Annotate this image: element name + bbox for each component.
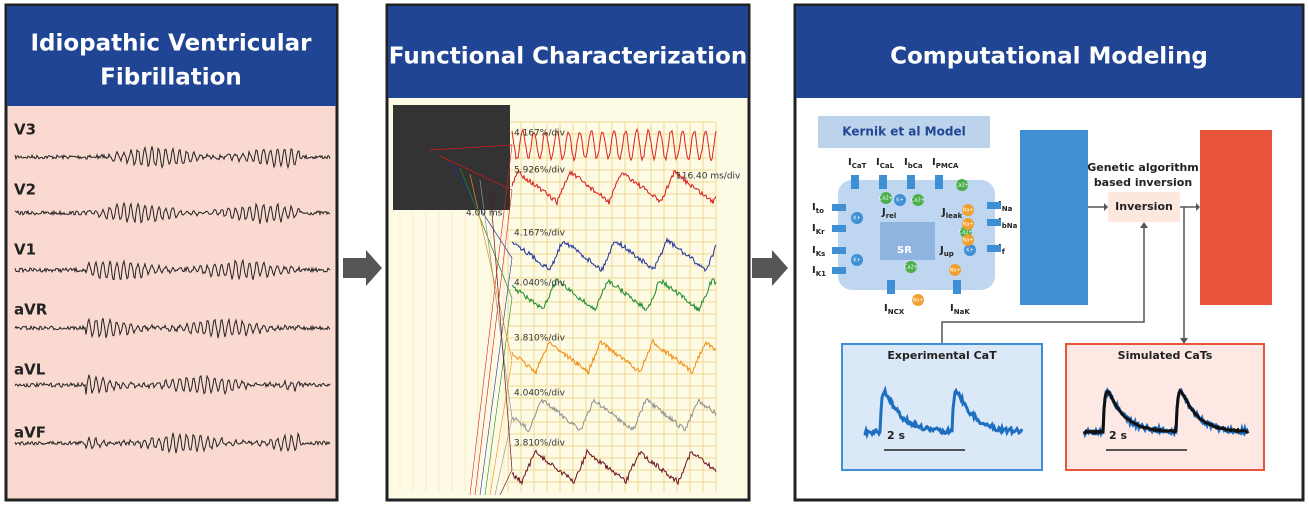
experimental-title: Experimental CaT [887, 349, 997, 362]
current-subscript: CaL [880, 162, 895, 170]
channel [987, 219, 1001, 226]
lead-label: V1 [14, 241, 36, 259]
channel [935, 175, 943, 189]
ion-label: Na+ [963, 208, 974, 214]
figure: Idiopathic Ventricular Fibrillation V3 V2… [0, 0, 1309, 506]
ecg-title: Idiopathic Ventricular [30, 31, 312, 57]
simulated-box [1066, 344, 1264, 470]
ion-label: Na+ [913, 298, 924, 304]
ion-label: K+ [966, 248, 973, 254]
lead-label: aVR [14, 301, 48, 319]
ion-label: Ca2+ [911, 198, 925, 204]
channel [879, 175, 887, 189]
origin-model-box [1020, 130, 1088, 305]
current-subscript: bCa [908, 162, 923, 170]
current-subscript: to [816, 207, 824, 215]
scale-label: 3.810%/div [514, 334, 566, 344]
ion-label: Na+ [963, 222, 974, 228]
modeling-title: Computational Modeling [890, 44, 1208, 70]
ion-label: Ca2+ [879, 196, 893, 202]
model-name: Kernik et al Model [842, 125, 965, 139]
channel [887, 280, 895, 294]
channel [832, 267, 846, 274]
current-subscript: up [944, 250, 954, 258]
current-subscript: Kr [816, 228, 825, 236]
ion-label: K+ [896, 198, 903, 204]
scale-label: 4.040%/div [514, 279, 566, 289]
lead-label: aVL [14, 361, 46, 379]
current-subscript: Ks [816, 250, 826, 258]
channel [832, 247, 846, 254]
ecg-title: Fibrillation [100, 65, 242, 91]
scale-label: 4.167%/div [514, 229, 566, 239]
channel [987, 245, 1001, 252]
sr-label: SR [897, 245, 912, 256]
arrow [752, 250, 788, 286]
lead-label: V2 [14, 181, 36, 199]
ion-label: Ca2+ [955, 183, 969, 189]
current-subscript: NaK [954, 308, 971, 316]
channel [832, 204, 846, 211]
channel [851, 175, 859, 189]
channel [953, 280, 961, 294]
algorithm-label: based inversion [1094, 176, 1192, 189]
time-scale: 2 s [1109, 429, 1127, 442]
ion-label: Ca2+ [904, 265, 918, 271]
cell-image [393, 105, 510, 210]
channel [832, 225, 846, 232]
scale-label: 3.810%/div [514, 439, 566, 449]
channel [907, 175, 915, 189]
ion-label: K+ [853, 258, 860, 264]
scale-label: 4.040%/div [514, 389, 566, 399]
new-model-box [1200, 130, 1272, 305]
channel [987, 202, 1001, 209]
current-subscript: K1 [816, 270, 826, 278]
current-subscript: bNa [1002, 222, 1018, 230]
scale-label: 5.926%/div [514, 166, 566, 176]
algorithm-label: Genetic algorithm [1087, 161, 1199, 174]
ion-label: Na+ [950, 268, 961, 274]
time-scale-label: 4.00 ms [466, 209, 503, 219]
lead-label: aVF [14, 424, 46, 442]
inversion-label: Inversion [1115, 200, 1173, 213]
time-scale: 2 s [887, 429, 905, 442]
simulated-title: Simulated CaTs [1118, 349, 1213, 362]
experimental-box [842, 344, 1042, 470]
current-subscript: rel [886, 212, 897, 220]
current-subscript: PMCA [936, 162, 959, 170]
functional-title: Functional Characterization [389, 44, 747, 70]
current-subscript: NCX [888, 308, 905, 316]
scale-label: 4.167%/div [514, 129, 566, 139]
current-subscript: leak [946, 212, 963, 220]
lead-label: V3 [14, 121, 36, 139]
current-subscript: CaT [852, 162, 867, 170]
arrow [343, 250, 382, 286]
current-subscript: Na [1002, 205, 1013, 213]
ion-label: K+ [853, 216, 860, 222]
ion-label: Na+ [963, 238, 974, 244]
time-scale-label: 116.40 ms/div [676, 172, 741, 182]
